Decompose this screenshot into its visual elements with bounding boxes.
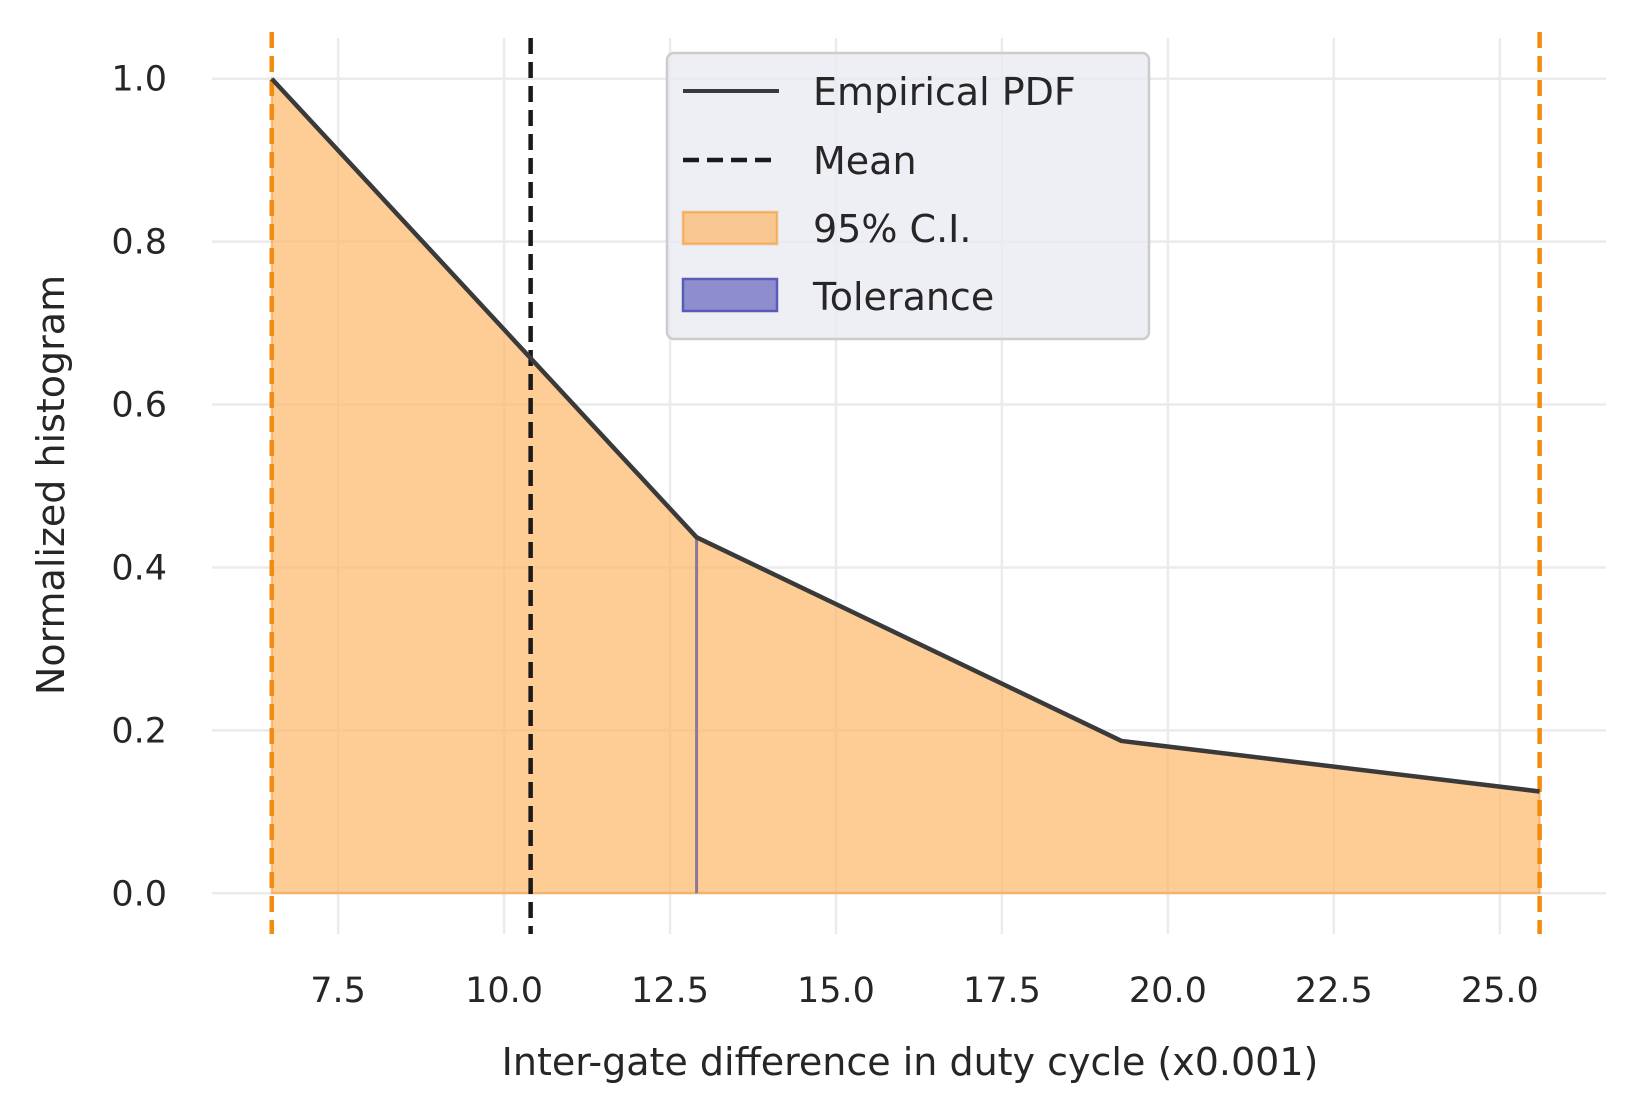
plot-lines [269,32,1542,934]
legend-label-ci: 95% C.I. [813,207,971,251]
y-tick-label: 0.4 [111,548,167,588]
y-tick-labels: 0.0 0.2 0.4 0.6 0.8 1.0 [111,60,167,915]
x-tick-label: 25.0 [1461,971,1539,1011]
y-tick-label: 0.2 [111,711,167,751]
x-tick-labels: 7.5 10.0 12.5 15.0 17.5 20.0 22.5 25.0 [310,971,1538,1011]
x-tick-label: 20.0 [1129,971,1207,1011]
x-tick-label: 15.0 [797,971,875,1011]
x-axis-label: Inter-gate difference in duty cycle (x0.… [502,1040,1319,1084]
legend-label-empirical-pdf: Empirical PDF [813,70,1076,114]
y-axis-label: Normalized histogram [29,275,73,695]
legend-swatch-tolerance [681,277,779,313]
x-tick-label: 7.5 [310,971,366,1011]
y-tick-label: 1.0 [111,60,167,100]
legend: Empirical PDF Mean 95% C.I. Tolerance [665,51,1151,341]
x-tick-label: 10.0 [465,971,543,1011]
empirical-pdf-line [270,77,1540,794]
y-tick-label: 0.8 [111,223,167,263]
x-tick-label: 12.5 [631,971,709,1011]
legend-label-tolerance: Tolerance [812,275,994,319]
legend-frame [665,51,1151,341]
x-tick-label: 22.5 [1295,971,1373,1011]
y-tick-label: 0.0 [111,874,167,914]
legend-label-mean: Mean [813,139,917,183]
x-tick-label: 17.5 [963,971,1041,1011]
legend-swatch-ci [681,210,779,246]
y-tick-label: 0.6 [111,386,167,426]
